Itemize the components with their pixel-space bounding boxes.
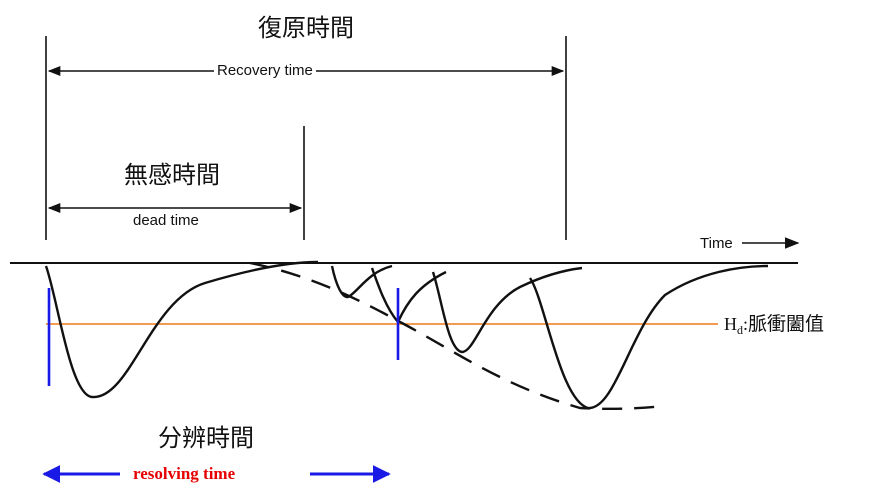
- threshold-colon: :: [743, 314, 749, 334]
- resolving-time-label: resolving time: [133, 464, 236, 483]
- recovery-time-cjk-label: 復原時間: [258, 14, 354, 42]
- time-axis-label: Time: [700, 235, 733, 252]
- threshold-text: 脈衝闔值: [748, 313, 825, 335]
- mid-pulse: [431, 266, 583, 354]
- recovery-time-label: Recovery time: [214, 63, 316, 78]
- first-pulse-curve: [44, 260, 319, 399]
- large-pulse: [528, 264, 769, 410]
- threshold-symbol: H: [724, 314, 737, 334]
- dead-time-cjk-label: 無感時間: [124, 161, 220, 189]
- threshold-label: Hd:脈衝闔值: [724, 313, 825, 338]
- small-pulse-1: [330, 264, 393, 299]
- envelope-dashed-curve: [249, 261, 666, 411]
- dead-time-label: dead time: [133, 212, 199, 229]
- threshold-subscript: d: [737, 323, 743, 338]
- resolving-time-cjk-label: 分辨時間: [158, 424, 254, 452]
